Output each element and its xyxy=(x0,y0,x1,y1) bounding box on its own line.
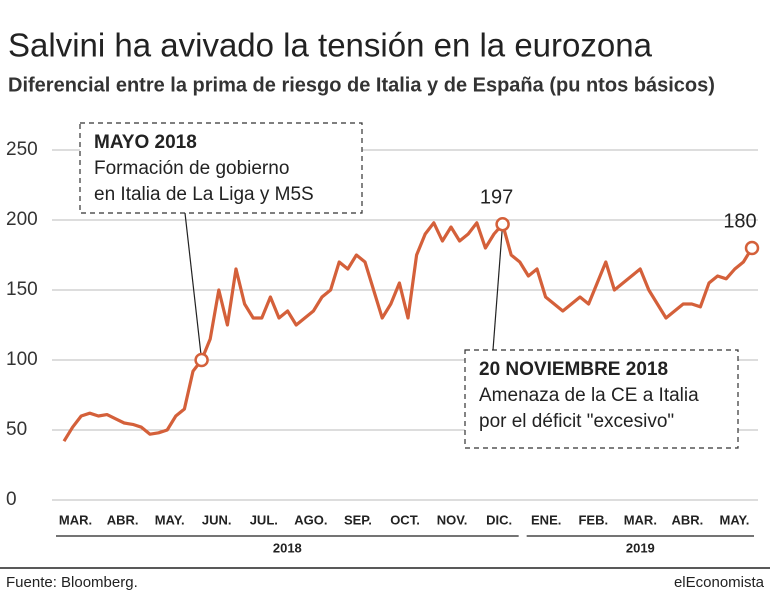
x-tick-label: FEB. xyxy=(578,512,608,527)
x-tick-label: DIC. xyxy=(486,512,512,527)
x-tick-label: MAR. xyxy=(59,512,92,527)
y-tick-label: 250 xyxy=(6,139,38,160)
x-tick-label: NOV. xyxy=(437,512,468,527)
highlight-point xyxy=(495,216,510,232)
x-tick-label: MAY. xyxy=(720,512,750,527)
x-tick-label: AGO. xyxy=(294,512,327,527)
annotation-box xyxy=(79,122,363,214)
annotation-text: Formación de gobierno xyxy=(94,158,289,179)
year-label: 2019 xyxy=(626,540,655,555)
annotation-text: en Italia de La Liga y M5S xyxy=(94,184,314,205)
y-tick-label: 100 xyxy=(6,349,38,370)
annotation: 20 NOVIEMBRE 2018 Amenaza de la CE a Ital… xyxy=(464,349,739,449)
value-label: 197 xyxy=(480,186,513,208)
annotation-title: 20 NOVIEMBRE 2018 xyxy=(479,359,668,380)
annotation-box xyxy=(464,349,739,449)
highlight-point xyxy=(194,352,209,368)
annotation-text: Amenaza de la CE a Italia xyxy=(479,385,699,406)
annotation: MAYO 2018 Formación de gobierno en Italia … xyxy=(79,122,363,214)
source: Fuente: Bloomberg. xyxy=(6,574,138,591)
y-tick-label: 0 xyxy=(6,489,17,510)
x-tick-label: ABR. xyxy=(107,512,139,527)
x-tick-label: OCT. xyxy=(390,512,420,527)
annotation-title: MAYO 2018 xyxy=(94,132,197,153)
annotation-text: por el déficit "excesivo" xyxy=(479,411,674,432)
value-label: 180 xyxy=(723,210,756,232)
x-tick-label: ABR. xyxy=(672,512,704,527)
y-tick-label: 200 xyxy=(6,209,38,230)
leader-line xyxy=(492,224,504,351)
highlight-point xyxy=(744,240,760,256)
x-tick-label: SEP. xyxy=(344,512,372,527)
chart-title: Salvini ha avivado la tensión en la euro… xyxy=(8,27,653,64)
x-tick-label: MAR. xyxy=(624,512,657,527)
x-tick-label: JUN. xyxy=(202,512,232,527)
x-tick-label: ENE. xyxy=(531,512,561,527)
data-line xyxy=(62,221,754,443)
chart-subtitle: Diferencial entre la prima de riesgo de … xyxy=(8,74,715,96)
leader-line xyxy=(184,212,203,361)
x-tick-label: MAY. xyxy=(155,512,185,527)
x-tick-label: JUL. xyxy=(250,512,278,527)
year-label: 2018 xyxy=(273,540,302,555)
brand: elEconomista xyxy=(674,574,765,591)
y-tick-label: 50 xyxy=(6,419,27,440)
y-tick-label: 150 xyxy=(6,279,38,300)
